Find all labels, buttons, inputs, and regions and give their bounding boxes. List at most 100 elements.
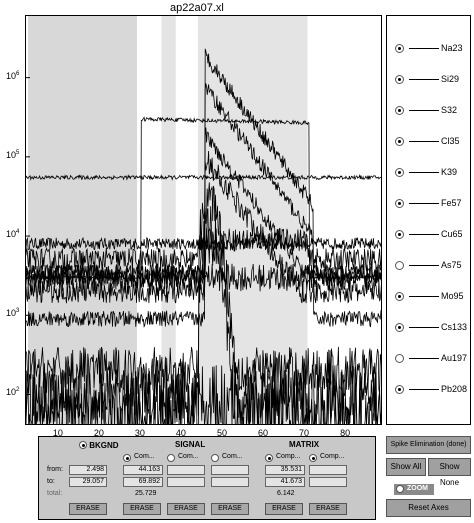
matrix1-total: 6.142 [277, 490, 295, 497]
legend-radio-cs133[interactable] [395, 323, 404, 332]
legend-radio-cl35[interactable] [395, 137, 404, 146]
zoom-radio[interactable] [396, 485, 404, 493]
x-tick-label: 70 [299, 428, 310, 438]
legend-radio-as75[interactable] [395, 261, 404, 270]
plot-title: ap22a07.xl [170, 2, 224, 14]
legend-swatch [409, 327, 439, 328]
legend-radio-au197[interactable] [395, 354, 404, 363]
legend-swatch [409, 203, 439, 204]
y-tick-label: 102 [6, 387, 20, 398]
legend-item-as75[interactable]: As75 [395, 259, 465, 273]
spike-elimination-button[interactable]: Spike Elimination (done) [386, 436, 471, 454]
legend-item-fe57[interactable]: Fe57 [395, 197, 465, 211]
bkgnd-radio[interactable] [79, 441, 87, 449]
signal3-erase-button[interactable]: ERASE [211, 503, 249, 515]
plot-area[interactable] [25, 15, 382, 425]
legend-label: As75 [441, 260, 462, 270]
matrix2-erase-button[interactable]: ERASE [309, 503, 347, 515]
legend-item-s32[interactable]: S32 [395, 104, 465, 118]
legend-radio-s32[interactable] [395, 106, 404, 115]
signal-comp-2-radio[interactable] [167, 454, 175, 462]
legend-item-si29[interactable]: Si29 [395, 73, 465, 87]
x-tick-label: 10 [52, 428, 63, 438]
legend-swatch [409, 48, 439, 49]
legend-item-mo95[interactable]: Mo95 [395, 290, 465, 304]
matrix1-erase-button[interactable]: ERASE [265, 503, 303, 515]
legend-label: Cu65 [441, 229, 463, 239]
matrix-comp-1-radio[interactable] [265, 454, 273, 462]
signal2-from-field[interactable] [167, 465, 205, 475]
matrix1-from-field[interactable]: 35.531 [265, 465, 305, 475]
legend-item-pb208[interactable]: Pb208 [395, 383, 468, 397]
matrix2-from-field[interactable] [309, 465, 347, 475]
x-tick-label: 40 [175, 428, 186, 438]
legend-radio-k39[interactable] [395, 168, 404, 177]
legend-item-k39[interactable]: K39 [395, 166, 465, 180]
signal-comp-3-label: Com... [222, 453, 243, 460]
legend-radio-mo95[interactable] [395, 292, 404, 301]
show-none-button[interactable]: Show None [428, 458, 471, 487]
legend-label: Mo95 [441, 291, 464, 301]
signal2-erase-button[interactable]: ERASE [167, 503, 205, 515]
plot-svg [26, 16, 381, 425]
matrix1-to-field[interactable]: 41.673 [265, 477, 305, 487]
legend-label: Cl35 [441, 136, 460, 146]
x-tick-label: 20 [93, 428, 104, 438]
matrix-comp-2-radio[interactable] [309, 454, 317, 462]
series-line-fe57 [26, 48, 381, 328]
legend-radio-pb208[interactable] [395, 385, 404, 394]
integration-panel: BKGND SIGNAL MATRIX Com... Com... Com...… [38, 436, 376, 520]
bkgnd-to-field[interactable]: 29.057 [69, 477, 107, 487]
legend-swatch [409, 141, 439, 142]
matrix-comp-1-label: Comp... [276, 453, 301, 460]
y-tick-label: 105 [6, 149, 20, 160]
signal2-to-field[interactable] [167, 477, 205, 487]
signal1-total: 25.729 [135, 490, 157, 497]
legend-label: Pb208 [441, 384, 468, 394]
bkgnd-erase-button[interactable]: ERASE [69, 503, 107, 515]
legend-swatch [409, 389, 439, 390]
legend-item-cu65[interactable]: Cu65 [395, 228, 465, 242]
legend-label: Cs133 [441, 322, 468, 332]
legend-radio-na23[interactable] [395, 44, 404, 53]
legend-swatch [409, 358, 439, 359]
legend-item-cs133[interactable]: Cs133 [395, 321, 468, 335]
x-tick-label: 50 [216, 428, 227, 438]
legend-item-na23[interactable]: Na23 [395, 42, 465, 56]
y-tick-label: 104 [6, 229, 20, 240]
matrix2-to-field[interactable] [309, 477, 347, 487]
y-tick-label: 106 [6, 70, 20, 81]
signal-comp-3-radio[interactable] [211, 454, 219, 462]
show-all-button[interactable]: Show All [386, 458, 426, 476]
signal1-to-field[interactable]: 69.892 [123, 477, 163, 487]
signal-comp-1-radio[interactable] [123, 454, 131, 462]
zoom-label: ZOOM [407, 485, 428, 492]
legend-item-cl35[interactable]: Cl35 [395, 135, 465, 149]
legend-panel: Na23 Si29 S32 Cl35 K39 Fe57 Cu65 As75 Mo95 Cs133 A… [386, 15, 471, 425]
signal1-from-field[interactable]: 44.163 [123, 465, 163, 475]
signal-header: SIGNAL [175, 440, 206, 449]
signal-comp-1-label: Com... [134, 453, 155, 460]
legend-label: Au197 [441, 353, 468, 363]
legend-label: S32 [441, 105, 458, 115]
signal3-from-field[interactable] [211, 465, 249, 475]
legend-swatch [409, 79, 439, 80]
legend-swatch [409, 265, 439, 266]
legend-label: Fe57 [441, 198, 462, 208]
matrix-comp-2-label: Comp... [320, 453, 345, 460]
signal1-erase-button[interactable]: ERASE [123, 503, 161, 515]
legend-radio-si29[interactable] [395, 75, 404, 84]
legend-radio-fe57[interactable] [395, 199, 404, 208]
legend-radio-cu65[interactable] [395, 230, 404, 239]
bkgnd-from-field[interactable]: 2.498 [69, 465, 107, 475]
integration-region-1[interactable] [161, 16, 176, 425]
x-tick-label: 80 [340, 428, 351, 438]
signal-comp-2-label: Com... [178, 453, 199, 460]
zoom-toggle[interactable]: ZOOM [394, 484, 434, 495]
signal3-to-field[interactable] [211, 477, 249, 487]
legend-swatch [409, 172, 439, 173]
series-line-au197 [26, 364, 381, 424]
legend-item-au197[interactable]: Au197 [395, 352, 468, 366]
reset-axes-button[interactable]: Reset Axes [386, 499, 471, 517]
legend-swatch [409, 296, 439, 297]
